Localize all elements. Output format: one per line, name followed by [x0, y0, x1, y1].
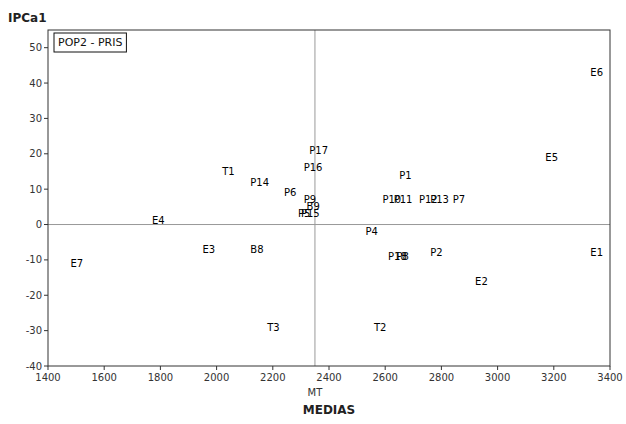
x-tick-label: 2000: [204, 372, 229, 383]
plot-frame: [48, 30, 610, 366]
x-tick: [329, 366, 330, 370]
point-label: P6: [284, 187, 296, 198]
y-tick-label: -30: [26, 325, 42, 336]
x-tick-label: 3200: [541, 372, 566, 383]
point-label: E5: [545, 152, 558, 163]
point-label: E7: [70, 258, 83, 269]
x-tick-label: 1400: [35, 372, 60, 383]
point-label: T3: [266, 322, 279, 333]
x-tick: [160, 366, 161, 370]
point-label: E6: [590, 67, 603, 78]
reference-label: MT: [308, 387, 324, 398]
x-tick-label: 2200: [260, 372, 285, 383]
point-label: P4: [366, 226, 378, 237]
point-label: B8: [250, 244, 263, 255]
point-label: E1: [590, 247, 603, 258]
y-tick-label: -20: [26, 290, 42, 301]
chart: 1400 1600 1800 2000 2200 2400 2600 2800 3000 3200…: [0, 0, 626, 424]
y-tick: [44, 224, 48, 225]
reference-hline: [48, 224, 610, 225]
x-tick-label: 2600: [372, 372, 397, 383]
point-label: P14: [250, 177, 269, 188]
y-tick: [44, 47, 48, 48]
point-label: P18: [388, 251, 407, 262]
x-tick-label: 2400: [316, 372, 341, 383]
point-label: B9: [307, 201, 320, 212]
y-tick: [44, 153, 48, 154]
y-tick-label: -40: [26, 361, 42, 372]
y-tick: [44, 259, 48, 260]
y-tick-label: 10: [29, 184, 42, 195]
point-label: P16: [304, 162, 323, 173]
x-tick: [497, 366, 498, 370]
y-tick: [44, 295, 48, 296]
x-tick: [216, 366, 217, 370]
x-tick-label: 1600: [91, 372, 116, 383]
x-tick-label: 1800: [148, 372, 173, 383]
title: POP2 - PRIS: [58, 36, 122, 49]
point-label: E4: [152, 215, 165, 226]
x-axis-label: MEDIAS: [303, 403, 356, 417]
y-tick: [44, 118, 48, 119]
x-tick: [48, 366, 49, 370]
x-tick: [104, 366, 105, 370]
point-label: P11: [394, 194, 413, 205]
y-tick-label: 20: [29, 148, 42, 159]
y-tick: [44, 366, 48, 367]
title-frame: [54, 33, 126, 52]
x-tick: [385, 366, 386, 370]
point-label: E2: [475, 276, 488, 287]
x-tick: [610, 366, 611, 370]
x-tick-label: 3400: [597, 372, 622, 383]
y-tick-label: 40: [29, 78, 42, 89]
points: E6E5E1E2E3E4E7T1T2T3P1P2P4P5P6P7P8P9P10P…: [70, 67, 603, 333]
x-tick: [553, 366, 554, 370]
x-tick: [441, 366, 442, 370]
point-label: P7: [453, 194, 465, 205]
reference-lines: [48, 30, 610, 366]
point-label: T2: [373, 322, 386, 333]
y-tick: [44, 330, 48, 331]
y-tick-label: 0: [36, 219, 42, 230]
x-tick-label: 2800: [429, 372, 454, 383]
point-label: P1: [399, 170, 411, 181]
point-label: P13: [430, 194, 449, 205]
y-axis-label: IPCa1: [8, 11, 47, 25]
point-label: P2: [430, 247, 442, 258]
point-label: E3: [203, 244, 216, 255]
x-tick-label: 3000: [485, 372, 510, 383]
y-tick-label: 30: [29, 113, 42, 124]
y-tick: [44, 189, 48, 190]
title-box: POP2 - PRIS: [54, 33, 126, 52]
y-tick-label: 50: [29, 42, 42, 53]
y-tick: [44, 83, 48, 84]
y-tick-label: -10: [26, 254, 42, 265]
x-tick: [272, 366, 273, 370]
point-label: P17: [309, 145, 328, 156]
point-label: T1: [221, 166, 234, 177]
